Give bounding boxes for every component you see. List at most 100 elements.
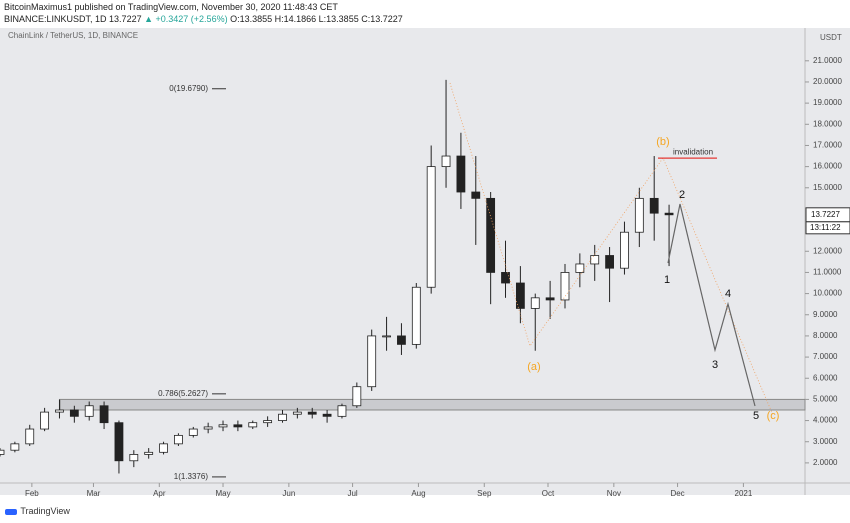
candle-body bbox=[590, 255, 600, 265]
x-tick-label: Nov bbox=[607, 489, 621, 498]
x-tick-label: Jun bbox=[282, 489, 295, 498]
overlay: invalidation (b) (a) (c) 1 2 3 4 5 bbox=[449, 82, 780, 422]
candle-body bbox=[188, 428, 198, 436]
logo bbox=[5, 508, 17, 515]
candle-body bbox=[560, 272, 570, 301]
candle-body bbox=[144, 451, 154, 455]
y-tick-label: 17.0000 bbox=[813, 141, 842, 150]
candle-body bbox=[0, 449, 5, 455]
x-tick-label: Jul bbox=[347, 489, 357, 498]
candle-body bbox=[307, 411, 317, 415]
x-tick-label: Dec bbox=[670, 489, 684, 498]
candle-body bbox=[99, 405, 109, 424]
price-label: 13.7227 bbox=[811, 210, 840, 219]
wave-label: 5 bbox=[753, 410, 759, 422]
candle-body bbox=[278, 413, 287, 421]
candle-body bbox=[456, 155, 466, 193]
y-tick-label: 6.0000 bbox=[813, 373, 838, 382]
candle-body bbox=[174, 434, 183, 445]
x-tick-label: 2021 bbox=[735, 489, 753, 498]
candle-body bbox=[203, 426, 213, 430]
footer: TradingView bbox=[4, 506, 70, 517]
y-tick-label: 16.0000 bbox=[813, 162, 842, 171]
candle-body bbox=[352, 386, 362, 407]
x-tick-label: Sep bbox=[477, 489, 492, 498]
x-tick-label: Apr bbox=[153, 489, 166, 498]
publisher: BitcoinMaximus1 published on TradingView… bbox=[4, 2, 338, 12]
candle-body bbox=[545, 297, 555, 301]
y-tick-label: 4.0000 bbox=[813, 416, 838, 425]
y-tick-label: 5.0000 bbox=[813, 395, 838, 404]
wave-label: 3 bbox=[712, 359, 718, 371]
candle-body bbox=[367, 335, 377, 388]
y-tick-label: 3.0000 bbox=[813, 437, 838, 446]
candle-body bbox=[69, 409, 79, 417]
candle-body bbox=[10, 443, 20, 451]
y-tick-label: 7.0000 bbox=[813, 352, 838, 361]
candle-body bbox=[634, 197, 644, 233]
symbol: BINANCE:LINKUSDT, 1D bbox=[4, 14, 107, 24]
candle-body bbox=[649, 197, 659, 214]
candle-body bbox=[515, 282, 525, 309]
wave-label: (a) bbox=[527, 361, 540, 373]
candle-body bbox=[248, 422, 258, 428]
candle-body bbox=[114, 422, 124, 462]
candle-body bbox=[575, 263, 585, 273]
chart: ChainLink / TetherUS, 1D, BINANCE USDT 2… bbox=[0, 28, 850, 498]
wave-label: (c) bbox=[767, 410, 780, 422]
wave-label: 1 bbox=[664, 274, 670, 286]
y-tick-label: 2.0000 bbox=[813, 458, 838, 467]
y-tick-label: 21.0000 bbox=[813, 56, 842, 65]
ohlc: O:13.3855 H:14.1866 L:13.3855 C:13.7227 bbox=[230, 14, 403, 24]
wave-label: 2 bbox=[679, 189, 685, 201]
y-tick-label: 18.0000 bbox=[813, 119, 842, 128]
wave-label: (b) bbox=[656, 136, 669, 148]
countdown-box bbox=[805, 221, 850, 235]
x-tick-label: May bbox=[215, 489, 230, 498]
candle-body bbox=[471, 191, 481, 199]
background bbox=[0, 28, 850, 495]
fib-label: 0(19.6790) bbox=[169, 84, 208, 93]
legend-line: BINANCE:LINKUSDT, 1D 13.7227 ▲ +0.3427 (… bbox=[4, 14, 403, 24]
countdown: 13:11:22 bbox=[810, 223, 841, 232]
fib-label: 1(1.3376) bbox=[174, 472, 209, 481]
candle-body bbox=[84, 405, 94, 417]
projection bbox=[667, 203, 756, 407]
y-tick-label: 15.0000 bbox=[813, 183, 842, 192]
x-tick-label: Aug bbox=[411, 489, 425, 498]
x-tick-label: Mar bbox=[87, 489, 101, 498]
candle-body bbox=[337, 405, 347, 417]
candle-body bbox=[40, 411, 50, 430]
candle-body bbox=[441, 155, 451, 168]
candle-body bbox=[218, 424, 228, 428]
y-tick-label: 10.0000 bbox=[813, 289, 842, 298]
y-tick-label: 8.0000 bbox=[813, 331, 838, 340]
candle-body bbox=[605, 255, 614, 269]
y-tick-label: 11.0000 bbox=[813, 268, 842, 277]
candle-body bbox=[322, 413, 332, 417]
y-tick-label: 12.0000 bbox=[813, 246, 842, 255]
candle-body bbox=[530, 297, 540, 309]
candle-body bbox=[426, 166, 436, 288]
chart-title: ChainLink / TetherUS, 1D, BINANCE bbox=[8, 31, 138, 40]
candle-body bbox=[129, 454, 139, 462]
fib-label: 0.786(5.2627) bbox=[158, 389, 208, 398]
wave-a-b-line bbox=[449, 82, 774, 416]
y-tick-label: 20.0000 bbox=[813, 77, 842, 86]
candle-body bbox=[25, 428, 35, 445]
candle-body bbox=[159, 443, 168, 453]
x-tick-label: Feb bbox=[25, 489, 39, 498]
candle-body bbox=[233, 424, 243, 428]
candle-body bbox=[486, 197, 496, 273]
y-tick-label: 19.0000 bbox=[813, 98, 842, 107]
brand: TradingView bbox=[20, 506, 70, 516]
wave-label: 4 bbox=[725, 288, 731, 300]
candle-body bbox=[501, 272, 510, 284]
support-zone bbox=[59, 398, 806, 411]
change: ▲ +0.3427 (+2.56%) bbox=[144, 14, 228, 24]
candle-body bbox=[664, 212, 674, 216]
candle-body bbox=[382, 335, 391, 338]
candle-body bbox=[397, 335, 406, 345]
candle-body bbox=[55, 409, 64, 413]
